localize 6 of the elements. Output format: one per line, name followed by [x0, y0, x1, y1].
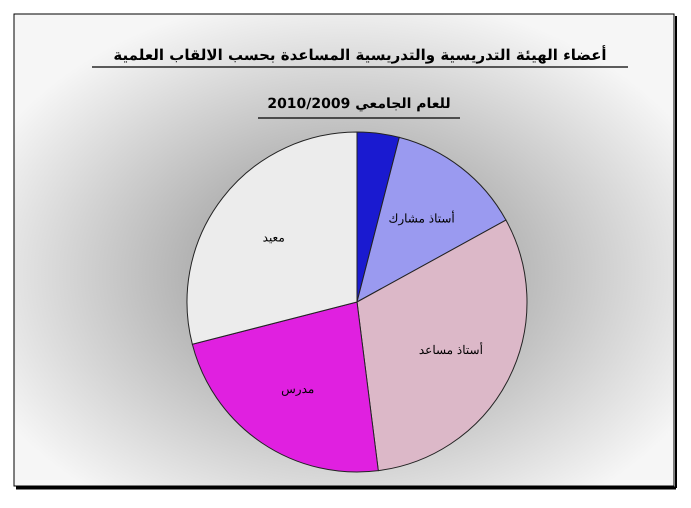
slice-label: مدرس [281, 382, 314, 396]
chart-subtitle: للعام الجامعي 2010/2009 [267, 96, 451, 112]
slice-label: أستاذ مساعد [418, 342, 483, 357]
slice-label: معيد [262, 230, 285, 244]
slice-label: أستاذ مشارك [388, 210, 455, 226]
chart-title: أعضاء الهيئة التدريسية والتدريسية المساعدة بحسب الالقاب العلمية [113, 45, 607, 64]
